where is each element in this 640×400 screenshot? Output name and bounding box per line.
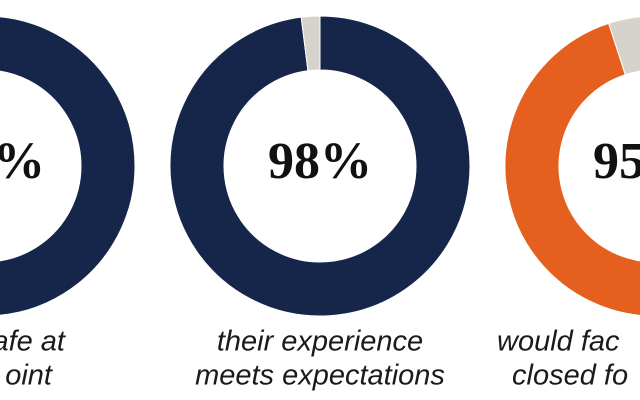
- caption: their experience: [217, 326, 423, 358]
- caption: would fac: [497, 326, 620, 358]
- caption: afe at: [0, 326, 67, 358]
- donut-segment: [169, 15, 471, 317]
- donut-segment: [0, 16, 136, 316]
- donut-segment: [300, 15, 321, 72]
- caption: oint: [5, 360, 54, 392]
- caption: closed fo: [512, 360, 628, 392]
- caption: meets expectations: [195, 360, 445, 392]
- donut-segment: [608, 16, 640, 76]
- center-label: 95: [593, 133, 640, 190]
- donut-segment: [504, 22, 640, 316]
- center-label: %: [0, 133, 45, 190]
- center-label: 98%: [268, 133, 372, 190]
